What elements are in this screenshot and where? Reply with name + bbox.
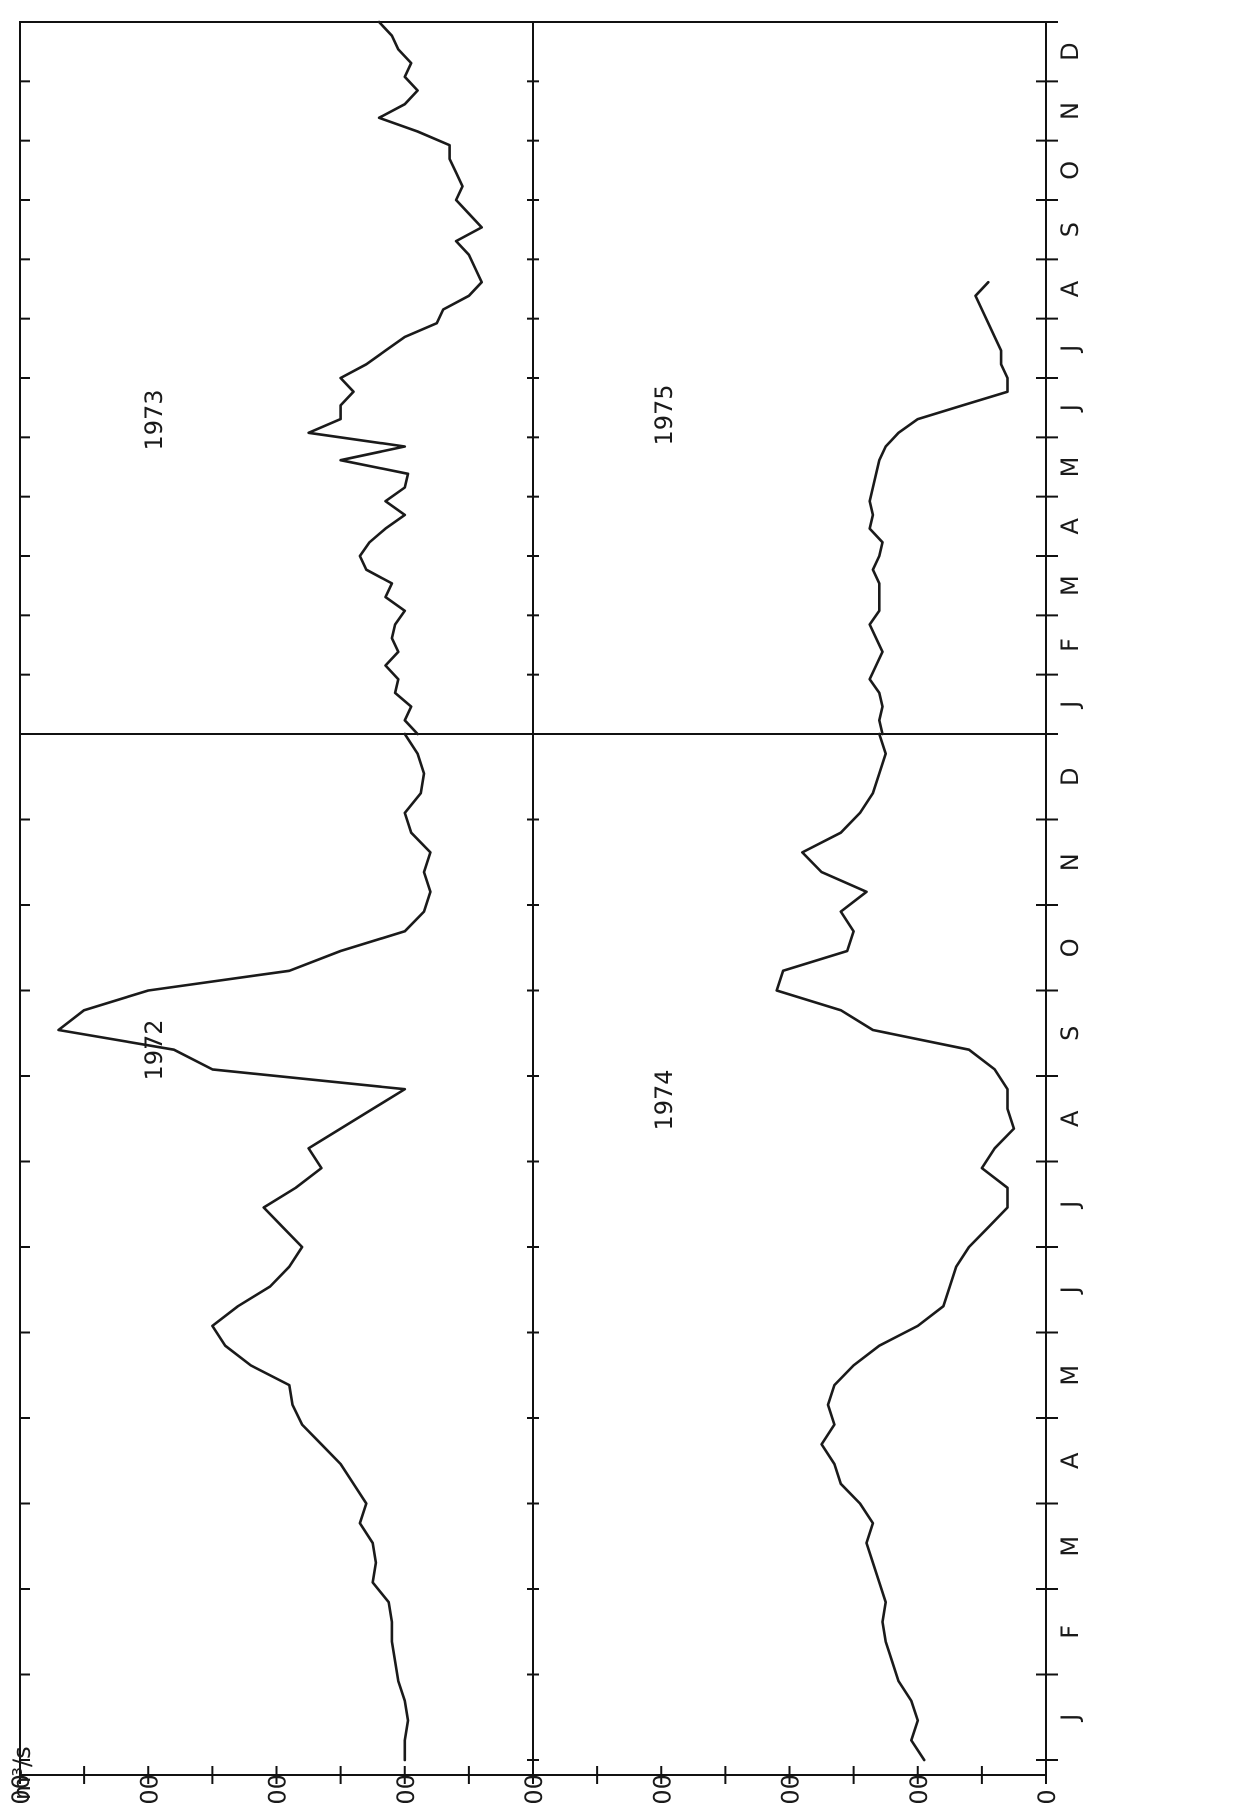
month-label-S: S <box>1056 222 1084 237</box>
month-label-J: J <box>1056 1714 1084 1723</box>
y-tick-label-lower-200: 200 <box>905 1774 933 1805</box>
tick-marks <box>19 21 1058 1784</box>
month-label-A: A <box>1056 1452 1084 1469</box>
series-label-1974: 1974 <box>650 1069 678 1130</box>
month-label-J: J <box>1056 701 1084 710</box>
series-lines <box>57 20 1016 1762</box>
series-line-1974 <box>775 732 1016 1762</box>
month-label-M: M <box>1056 575 1084 596</box>
month-label-S: S <box>1056 1026 1084 1041</box>
month-label-A: A <box>1056 280 1084 297</box>
y-unit-label: m³/s <box>8 1746 36 1800</box>
month-label-A: A <box>1056 518 1084 535</box>
y-tick-label-upper-800: 800 <box>7 1774 35 1805</box>
series-label-1973: 1973 <box>140 389 168 450</box>
series-line-1973 <box>307 20 484 736</box>
y-tick-label-lower-400: 400 <box>777 1774 805 1805</box>
y-tick-label-lower-800: 800 <box>520 1774 548 1805</box>
month-label-M: M <box>1056 457 1084 478</box>
month-label-F: F <box>1056 638 1084 652</box>
y-tick-label-lower-0: 0 <box>1033 1789 1061 1804</box>
series-line-1975 <box>868 280 1009 736</box>
month-label-D: D <box>1056 768 1084 786</box>
month-label-M: M <box>1056 1536 1084 1557</box>
y-tick-label-upper-200: 200 <box>392 1774 420 1805</box>
month-label-J: J <box>1056 345 1084 354</box>
series-label-1972: 1972 <box>140 1019 168 1080</box>
y-tick-label-upper-600: 600 <box>135 1774 163 1805</box>
month-label-D: D <box>1056 42 1084 60</box>
month-label-A: A <box>1056 1110 1084 1127</box>
lower-panel-frame <box>532 21 1047 1776</box>
month-labels: J F M A M J J A S O N D J F M A M J J A S O N D <box>1056 42 1084 1722</box>
month-label-N: N <box>1056 102 1084 120</box>
series-label-1975: 1975 <box>650 384 678 445</box>
y-tick-label-lower-600: 600 <box>648 1774 676 1805</box>
month-label-M: M <box>1056 1365 1084 1386</box>
month-label-O: O <box>1056 938 1084 957</box>
month-label-J: J <box>1056 404 1084 413</box>
series-line-1972 <box>57 732 432 1762</box>
month-label-J: J <box>1056 1286 1084 1295</box>
upper-panel-frame <box>19 21 534 1776</box>
month-label-N: N <box>1056 853 1084 871</box>
month-label-O: O <box>1056 161 1084 180</box>
month-label-J: J <box>1056 1201 1084 1210</box>
y-tick-labels: 200 400 600 800 0 200 400 600 800 <box>7 1774 1061 1805</box>
y-tick-label-upper-400: 400 <box>264 1774 292 1805</box>
month-label-F: F <box>1056 1625 1084 1639</box>
